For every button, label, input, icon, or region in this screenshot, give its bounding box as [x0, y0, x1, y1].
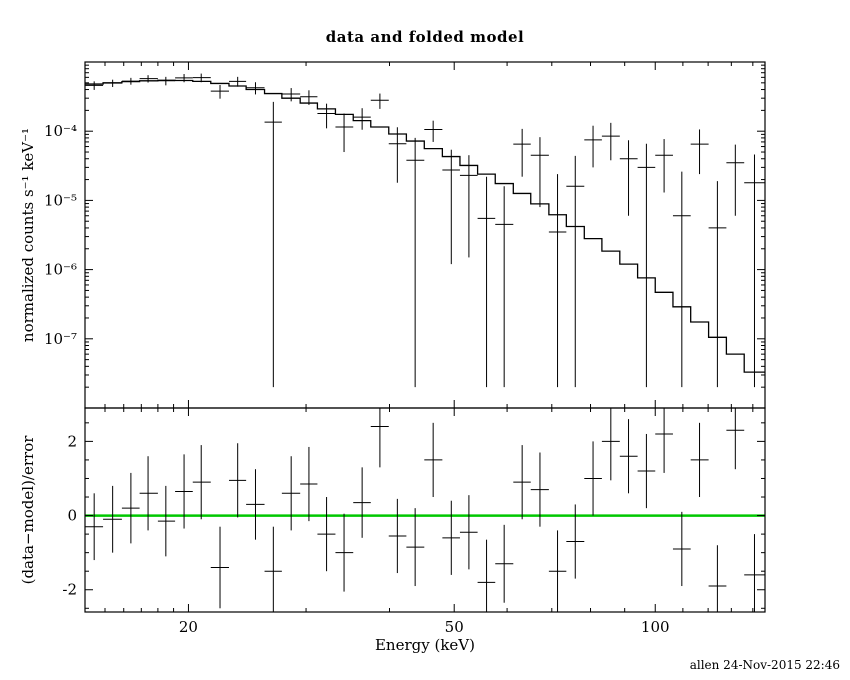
x-tick-label: 50 [445, 618, 464, 636]
main-panel-frame [84, 61, 766, 409]
y-tick-label-main: 10⁻⁴ [44, 122, 77, 140]
y-tick-label-main: 10⁻⁶ [44, 261, 77, 279]
y-tick-label-residual: 2 [67, 432, 77, 450]
timestamp: allen 24-Nov-2015 22:46 [689, 658, 840, 672]
y-tick-label-residual: -2 [62, 581, 77, 599]
x-tick-label: 100 [641, 618, 670, 636]
x-tick-label: 20 [179, 618, 198, 636]
x-axis-label: Energy (keV) [374, 636, 475, 654]
model-step-line [85, 79, 765, 373]
main-y-axis-label: normalized counts s⁻¹ keV⁻¹ [19, 127, 37, 343]
residual-y-axis-label: (data−model)/error [19, 435, 37, 585]
residual-panel-content [85, 408, 765, 612]
plot-title: data and folded model [325, 28, 525, 46]
residual-panel-frame [84, 407, 766, 613]
y-tick-label-residual: 0 [67, 507, 77, 525]
y-tick-label-main: 10⁻⁵ [44, 191, 77, 209]
axis-ticks [85, 62, 765, 612]
y-tick-label-main: 10⁻⁷ [44, 330, 77, 348]
data-points-main [85, 73, 765, 388]
tick-labels: 20 50 100 10⁻⁴ 10⁻⁵ 10⁻⁶ 10⁻⁷ -2 0 2 [44, 122, 670, 636]
